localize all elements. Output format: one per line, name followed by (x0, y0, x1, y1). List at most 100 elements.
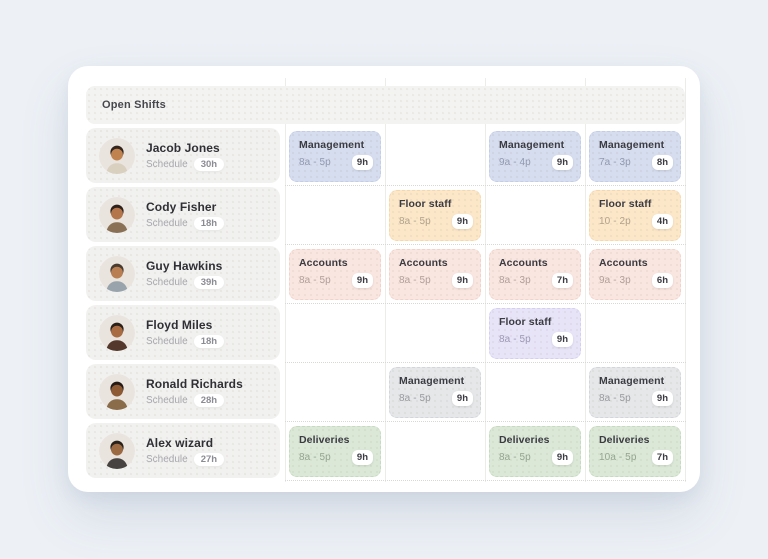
shift-card[interactable]: Accounts 9a - 3p 6h (589, 249, 681, 300)
shift-card[interactable]: Deliveries 10a - 5p 7h (589, 426, 681, 477)
shift-title: Accounts (599, 257, 648, 269)
shift-card[interactable]: Management 7a - 3p 8h (589, 131, 681, 182)
shift-title: Accounts (499, 257, 548, 269)
schedule-row: Cody Fisher Schedule 18h Floor staff 8a … (86, 186, 685, 245)
shift-title: Management (599, 139, 665, 151)
employee-card[interactable]: Floyd Miles Schedule 18h (86, 305, 280, 360)
scheduled-hours-badge: 18h (193, 334, 225, 348)
shift-title: Accounts (399, 257, 448, 269)
shift-card[interactable]: Floor staff 8a - 5p 9h (389, 190, 481, 241)
shift-cell-empty[interactable] (285, 186, 385, 245)
shift-cell-empty[interactable] (485, 363, 585, 422)
shift-duration-badge: 9h (451, 214, 473, 229)
shift-time: 8a - 5p (399, 275, 431, 286)
shift-duration-badge: 9h (451, 273, 473, 288)
shift-cell[interactable]: Floor staff 8a - 5p 9h (485, 304, 585, 363)
shift-time: 8a - 5p (399, 216, 431, 227)
shift-cell[interactable]: Management 8a - 5p 9h (285, 127, 385, 186)
employee-name: Floyd Miles (146, 317, 213, 332)
shift-card[interactable]: Accounts 8a - 3p 7h (489, 249, 581, 300)
row-divider (285, 244, 686, 245)
shift-time: 8a - 3p (499, 275, 531, 286)
shift-cell-empty[interactable] (285, 304, 385, 363)
shift-card[interactable]: Deliveries 8a - 5p 9h (289, 426, 381, 477)
shift-time: 10 - 2p (599, 216, 631, 227)
avatar (99, 314, 135, 351)
shift-card[interactable]: Accounts 8a - 5p 9h (289, 249, 381, 300)
shift-card[interactable]: Management 9a - 4p 9h (489, 131, 581, 182)
employee-card[interactable]: Ronald Richards Schedule 28h (86, 364, 280, 419)
shift-card[interactable]: Accounts 8a - 5p 9h (389, 249, 481, 300)
shift-cell[interactable]: Management 7a - 3p 8h (585, 127, 685, 186)
row-divider (285, 303, 686, 304)
shift-title: Accounts (299, 257, 348, 269)
shift-title: Deliveries (299, 434, 350, 446)
employee-name: Ronald Richards (146, 376, 243, 391)
shift-duration-badge: 9h (551, 450, 573, 465)
schedule-row: Alex wizard Schedule 27h Deliveries 8a -… (86, 422, 685, 481)
shift-duration-badge: 9h (551, 332, 573, 347)
shift-duration-badge: 9h (351, 155, 373, 170)
employee-card[interactable]: Jacob Jones Schedule 30h (86, 128, 280, 183)
shift-cell[interactable]: Floor staff 8a - 5p 9h (385, 186, 485, 245)
shift-duration-badge: 4h (651, 214, 673, 229)
shift-title: Deliveries (499, 434, 550, 446)
shift-cell-empty[interactable] (285, 363, 385, 422)
shift-cell[interactable]: Management 8a - 5p 9h (385, 363, 485, 422)
shift-title: Management (299, 139, 365, 151)
schedule-row: Floyd Miles Schedule 18h Floor staff 8a … (86, 304, 685, 363)
shift-time: 7a - 3p (599, 157, 631, 168)
employee-card[interactable]: Guy Hawkins Schedule 39h (86, 246, 280, 301)
employee-name: Guy Hawkins (146, 258, 223, 273)
open-shifts-label: Open Shifts (102, 99, 166, 111)
shift-time: 8a - 5p (299, 157, 331, 168)
shift-card[interactable]: Floor staff 8a - 5p 9h (489, 308, 581, 359)
column-divider (485, 78, 486, 482)
row-divider (285, 480, 686, 481)
schedule-label: Schedule (146, 217, 188, 229)
schedule-label: Schedule (146, 453, 188, 465)
scheduled-hours-badge: 30h (193, 157, 225, 171)
shift-card[interactable]: Management 8a - 5p 9h (389, 367, 481, 418)
shift-cell[interactable]: Deliveries 8a - 5p 9h (485, 422, 585, 481)
shift-cell[interactable]: Deliveries 8a - 5p 9h (285, 422, 385, 481)
open-shifts-header: Open Shifts (86, 86, 685, 124)
shift-card[interactable]: Deliveries 8a - 5p 9h (489, 426, 581, 477)
shift-duration-badge: 9h (351, 450, 373, 465)
shift-cell[interactable]: Floor staff 10 - 2p 4h (585, 186, 685, 245)
column-divider (685, 78, 686, 482)
shift-cell[interactable]: Accounts 9a - 3p 6h (585, 245, 685, 304)
shift-time: 9a - 4p (499, 157, 531, 168)
shift-card[interactable]: Management 8a - 5p 9h (289, 131, 381, 182)
shift-duration-badge: 9h (551, 155, 573, 170)
shift-card[interactable]: Floor staff 10 - 2p 4h (589, 190, 681, 241)
shift-cell[interactable]: Accounts 8a - 5p 9h (385, 245, 485, 304)
employee-name: Alex wizard (146, 435, 214, 450)
shift-cell-empty[interactable] (385, 422, 485, 481)
shift-cell-empty[interactable] (585, 304, 685, 363)
shift-cell[interactable]: Deliveries 10a - 5p 7h (585, 422, 685, 481)
shift-cell[interactable]: Accounts 8a - 5p 9h (285, 245, 385, 304)
shift-card[interactable]: Management 8a - 5p 9h (589, 367, 681, 418)
schedule-label: Schedule (146, 394, 188, 406)
schedule-board: Open Shifts Jacob Jones Schedule 30h (68, 66, 700, 492)
shift-time: 8a - 5p (299, 452, 331, 463)
shift-time: 8a - 5p (499, 334, 531, 345)
shift-title: Floor staff (499, 316, 552, 328)
column-divider (585, 78, 586, 482)
shift-title: Floor staff (399, 198, 452, 210)
shift-cell-empty[interactable] (385, 127, 485, 186)
shift-cell-empty[interactable] (485, 186, 585, 245)
avatar (99, 255, 135, 292)
shift-cell[interactable]: Management 9a - 4p 9h (485, 127, 585, 186)
shift-duration-badge: 9h (451, 391, 473, 406)
employee-card[interactable]: Cody Fisher Schedule 18h (86, 187, 280, 242)
shift-duration-badge: 8h (651, 155, 673, 170)
shift-cell-empty[interactable] (385, 304, 485, 363)
shift-time: 8a - 5p (499, 452, 531, 463)
shift-cell[interactable]: Management 8a - 5p 9h (585, 363, 685, 422)
shift-cell[interactable]: Accounts 8a - 3p 7h (485, 245, 585, 304)
shift-duration-badge: 7h (651, 450, 673, 465)
employee-name: Cody Fisher (146, 199, 217, 214)
employee-card[interactable]: Alex wizard Schedule 27h (86, 423, 280, 478)
